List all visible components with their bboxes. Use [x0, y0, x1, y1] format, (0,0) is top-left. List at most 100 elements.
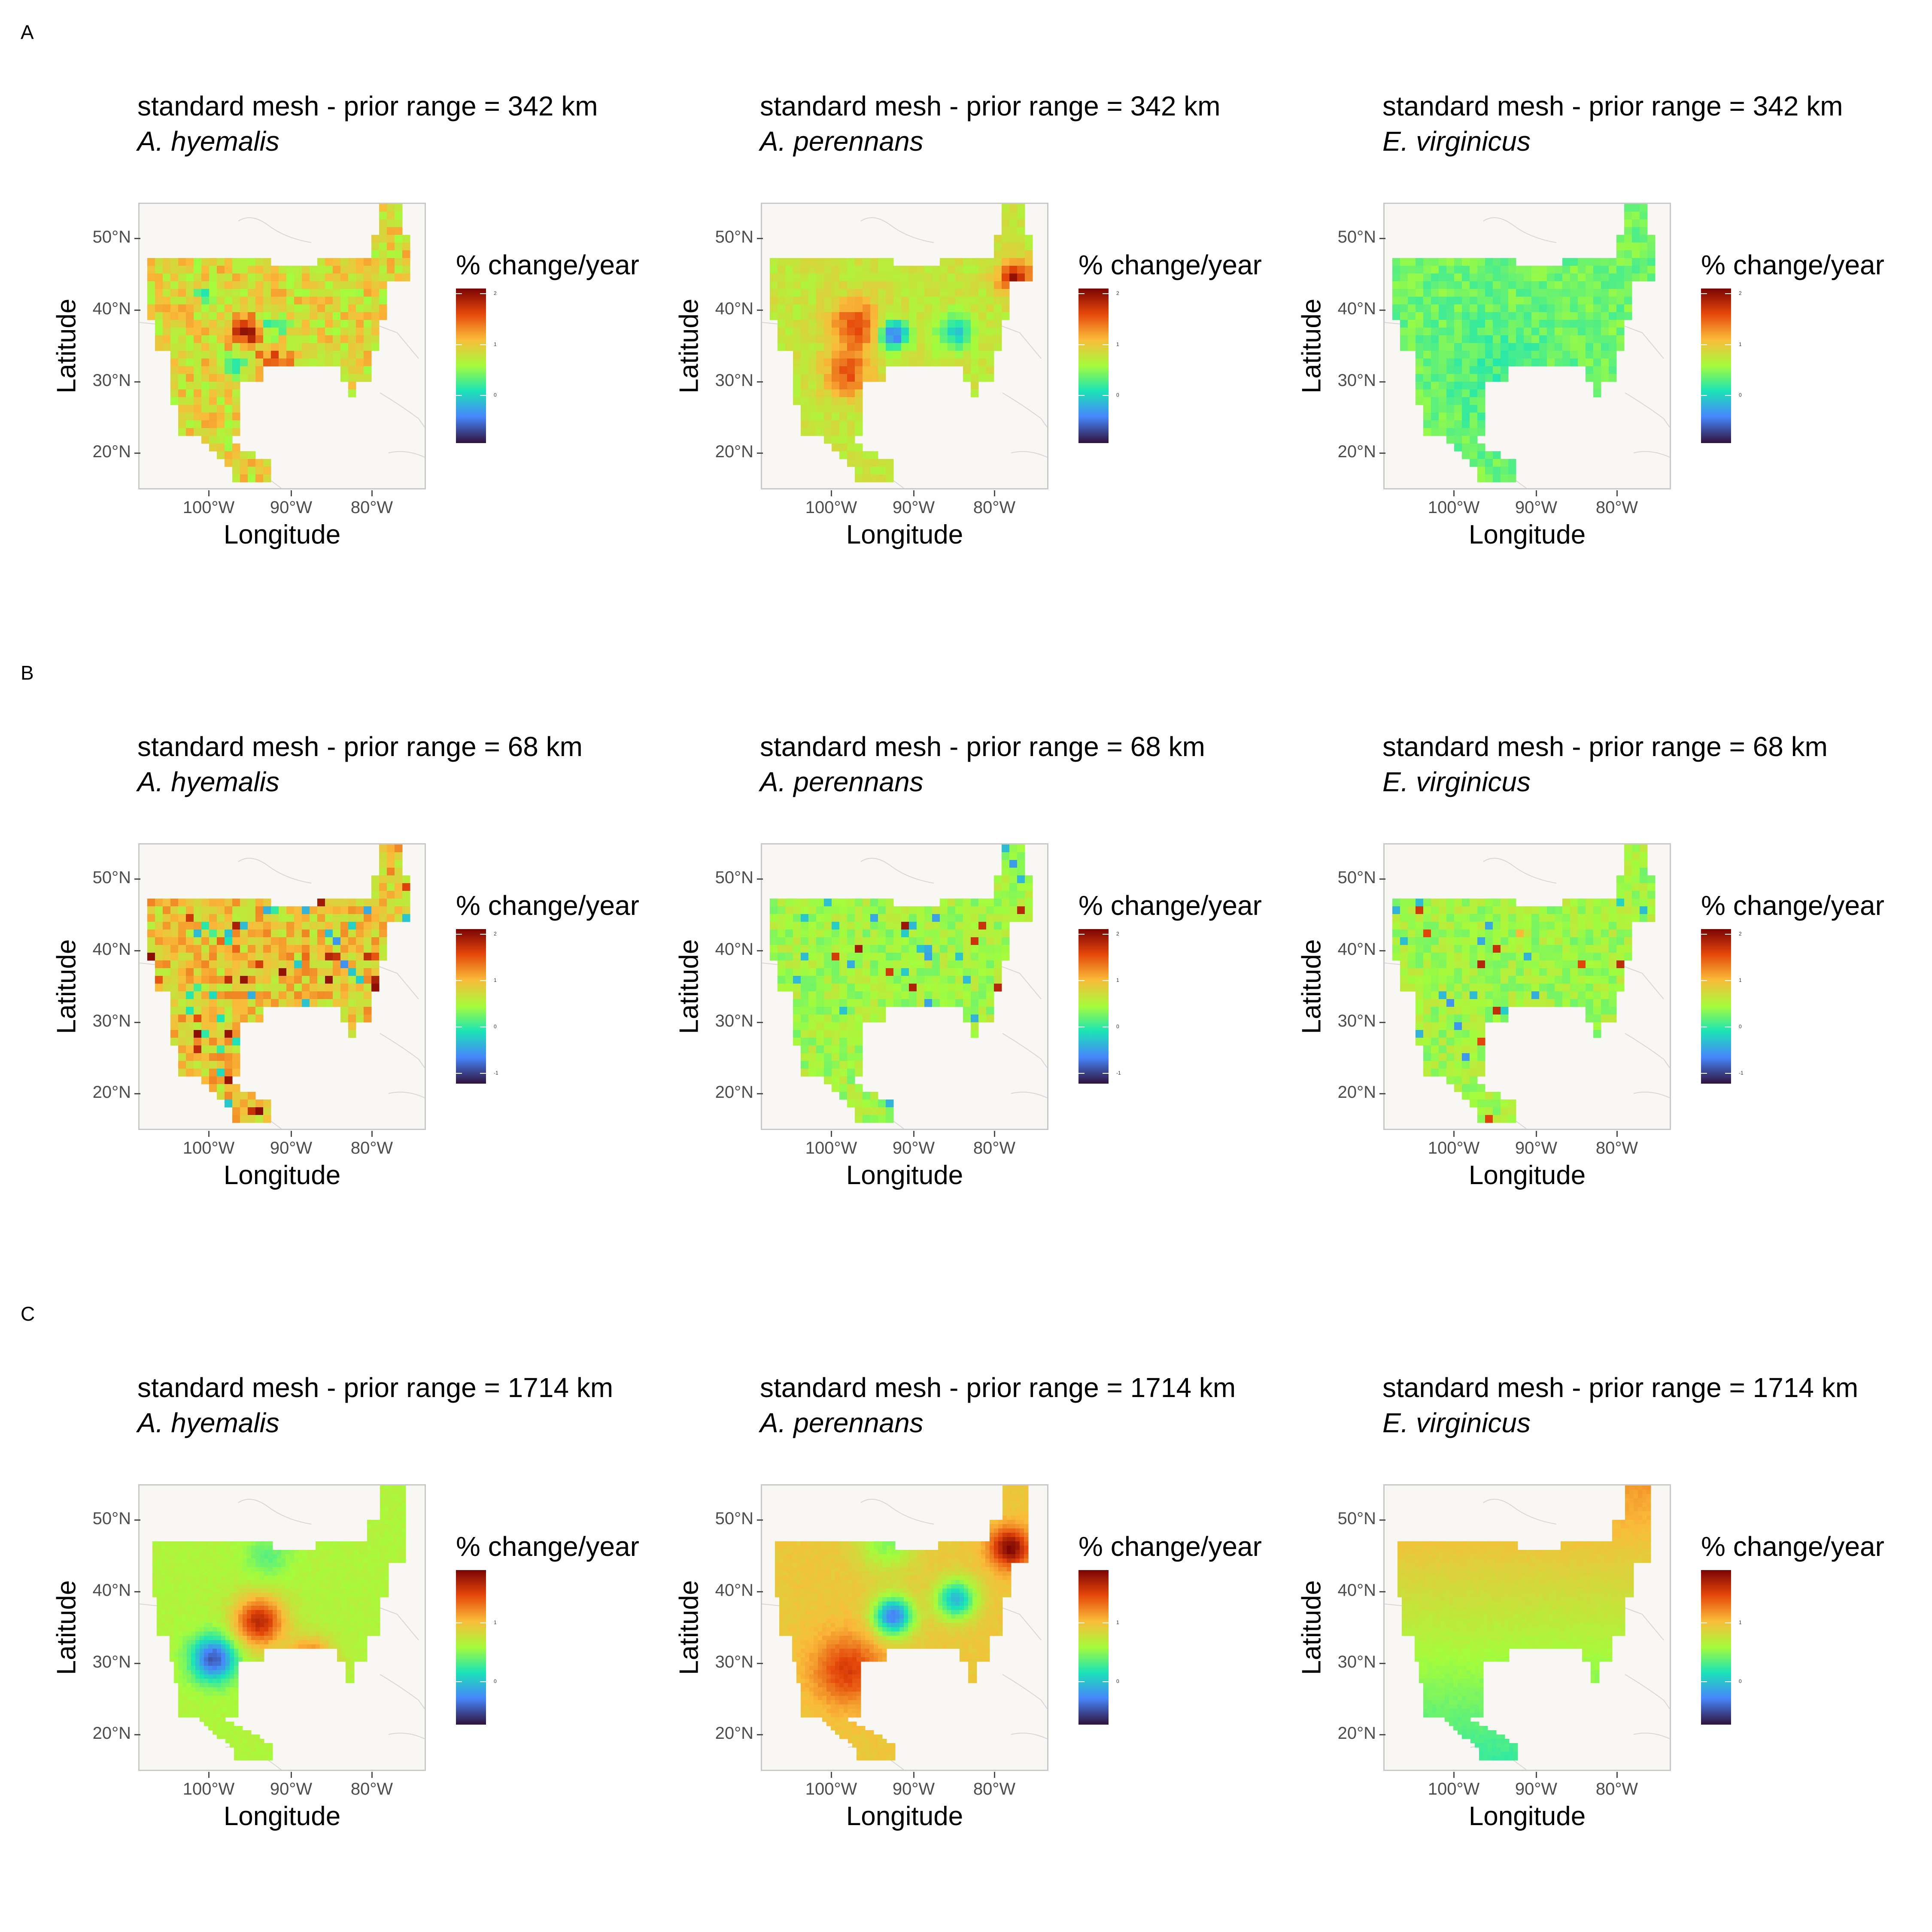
raster-cell: [397, 1520, 402, 1525]
raster-cell: [1439, 1015, 1447, 1023]
raster-cell: [1586, 922, 1594, 930]
raster-cell: [161, 1550, 166, 1555]
raster-cell: [317, 930, 325, 938]
raster-cell: [271, 922, 279, 930]
raster-cell: [878, 976, 886, 984]
raster-cell: [346, 1623, 350, 1628]
raster-cell: [364, 906, 372, 914]
raster-cell: [225, 1644, 230, 1649]
raster-cell: [1485, 899, 1493, 907]
raster-cell: [340, 273, 349, 282]
raster-cell: [1570, 304, 1578, 313]
raster-cell: [793, 1038, 801, 1046]
raster-cell: [213, 1614, 217, 1619]
raster-cell: [1009, 243, 1018, 251]
raster-cell: [187, 1619, 191, 1623]
raster-cell: [1647, 243, 1656, 251]
raster-cell: [1547, 914, 1555, 922]
raster-cell: [303, 1623, 307, 1628]
raster-cell: [340, 906, 349, 914]
raster-cell: [178, 1554, 183, 1559]
raster-cell: [340, 374, 349, 382]
raster-cell: [870, 930, 878, 938]
raster-cell: [178, 1601, 183, 1606]
raster-cell: [1392, 930, 1400, 938]
raster-cell: [878, 930, 886, 938]
raster-cell: [170, 914, 179, 922]
raster-cell: [263, 474, 271, 483]
raster-cell: [264, 1636, 269, 1640]
raster-cell: [948, 899, 956, 907]
raster-cell: [886, 960, 894, 969]
raster-cell: [221, 1627, 226, 1632]
raster-cell: [1485, 335, 1493, 343]
raster-cell: [225, 1563, 230, 1567]
raster-cell: [1462, 1061, 1470, 1069]
raster-cell: [855, 968, 863, 976]
raster-cell: [387, 868, 395, 876]
raster-cell: [273, 1554, 277, 1559]
raster-cell: [917, 266, 925, 274]
raster-cell: [1025, 883, 1033, 891]
raster-cell: [1470, 374, 1478, 382]
raster-cell: [286, 1640, 290, 1645]
raster-cell: [1446, 289, 1455, 297]
raster-cell: [273, 1550, 277, 1555]
raster-cell: [340, 945, 349, 953]
raster-cell: [387, 906, 395, 914]
raster-cell: [273, 1627, 277, 1632]
raster-cell: [1423, 304, 1431, 313]
raster-cell: [363, 1550, 368, 1555]
raster-cell: [380, 1498, 385, 1503]
raster-cell: [379, 922, 387, 930]
raster-cell: [243, 1606, 247, 1610]
raster-cell: [1516, 906, 1524, 914]
raster-cell: [994, 922, 1002, 930]
raster-cell: [839, 312, 848, 320]
raster-cell: [263, 273, 271, 282]
raster-cell: [225, 297, 233, 305]
raster-cell: [191, 1619, 196, 1623]
raster-cell: [855, 945, 863, 953]
raster-cell: [238, 1554, 243, 1559]
legend-tick-mark: [480, 933, 486, 935]
raster-cell: [1508, 984, 1516, 992]
raster-cell: [340, 320, 349, 328]
raster-cell: [317, 328, 325, 336]
raster-cell: [200, 1567, 204, 1572]
raster-cell: [1493, 335, 1501, 343]
raster-cell: [808, 328, 817, 336]
raster-cell: [303, 1627, 307, 1632]
raster-cell: [1624, 312, 1632, 320]
raster-cell: [955, 328, 963, 336]
raster-cell: [1462, 358, 1470, 367]
raster-cell: [1555, 328, 1563, 336]
raster-cell: [1555, 335, 1563, 343]
raster-cell: [337, 1580, 342, 1585]
raster-cell: [816, 335, 824, 343]
raster-cell: [298, 1597, 303, 1602]
raster-cell: [232, 328, 240, 336]
raster-cell: [1439, 1038, 1447, 1046]
raster-cell: [279, 281, 287, 289]
raster-cell: [354, 1597, 359, 1602]
raster-cell: [886, 474, 894, 483]
raster-cell: [847, 960, 855, 969]
raster-cell: [255, 1115, 264, 1123]
raster-cell: [832, 945, 840, 953]
raster-cell: [1632, 906, 1640, 914]
raster-cell: [379, 883, 387, 891]
raster-cell: [155, 273, 163, 282]
raster-cell: [337, 1554, 342, 1559]
raster-cell: [238, 1636, 243, 1640]
raster-cell: [1501, 922, 1509, 930]
raster-cell: [994, 953, 1002, 961]
raster-cell: [1462, 1038, 1470, 1046]
raster-cell: [1423, 945, 1431, 953]
raster-cell: [1439, 328, 1447, 336]
raster-cell: [200, 1563, 204, 1567]
raster-cell: [393, 1558, 398, 1563]
raster-cell: [1616, 960, 1625, 969]
raster-cell: [785, 281, 793, 289]
raster-cell: [1578, 976, 1586, 984]
